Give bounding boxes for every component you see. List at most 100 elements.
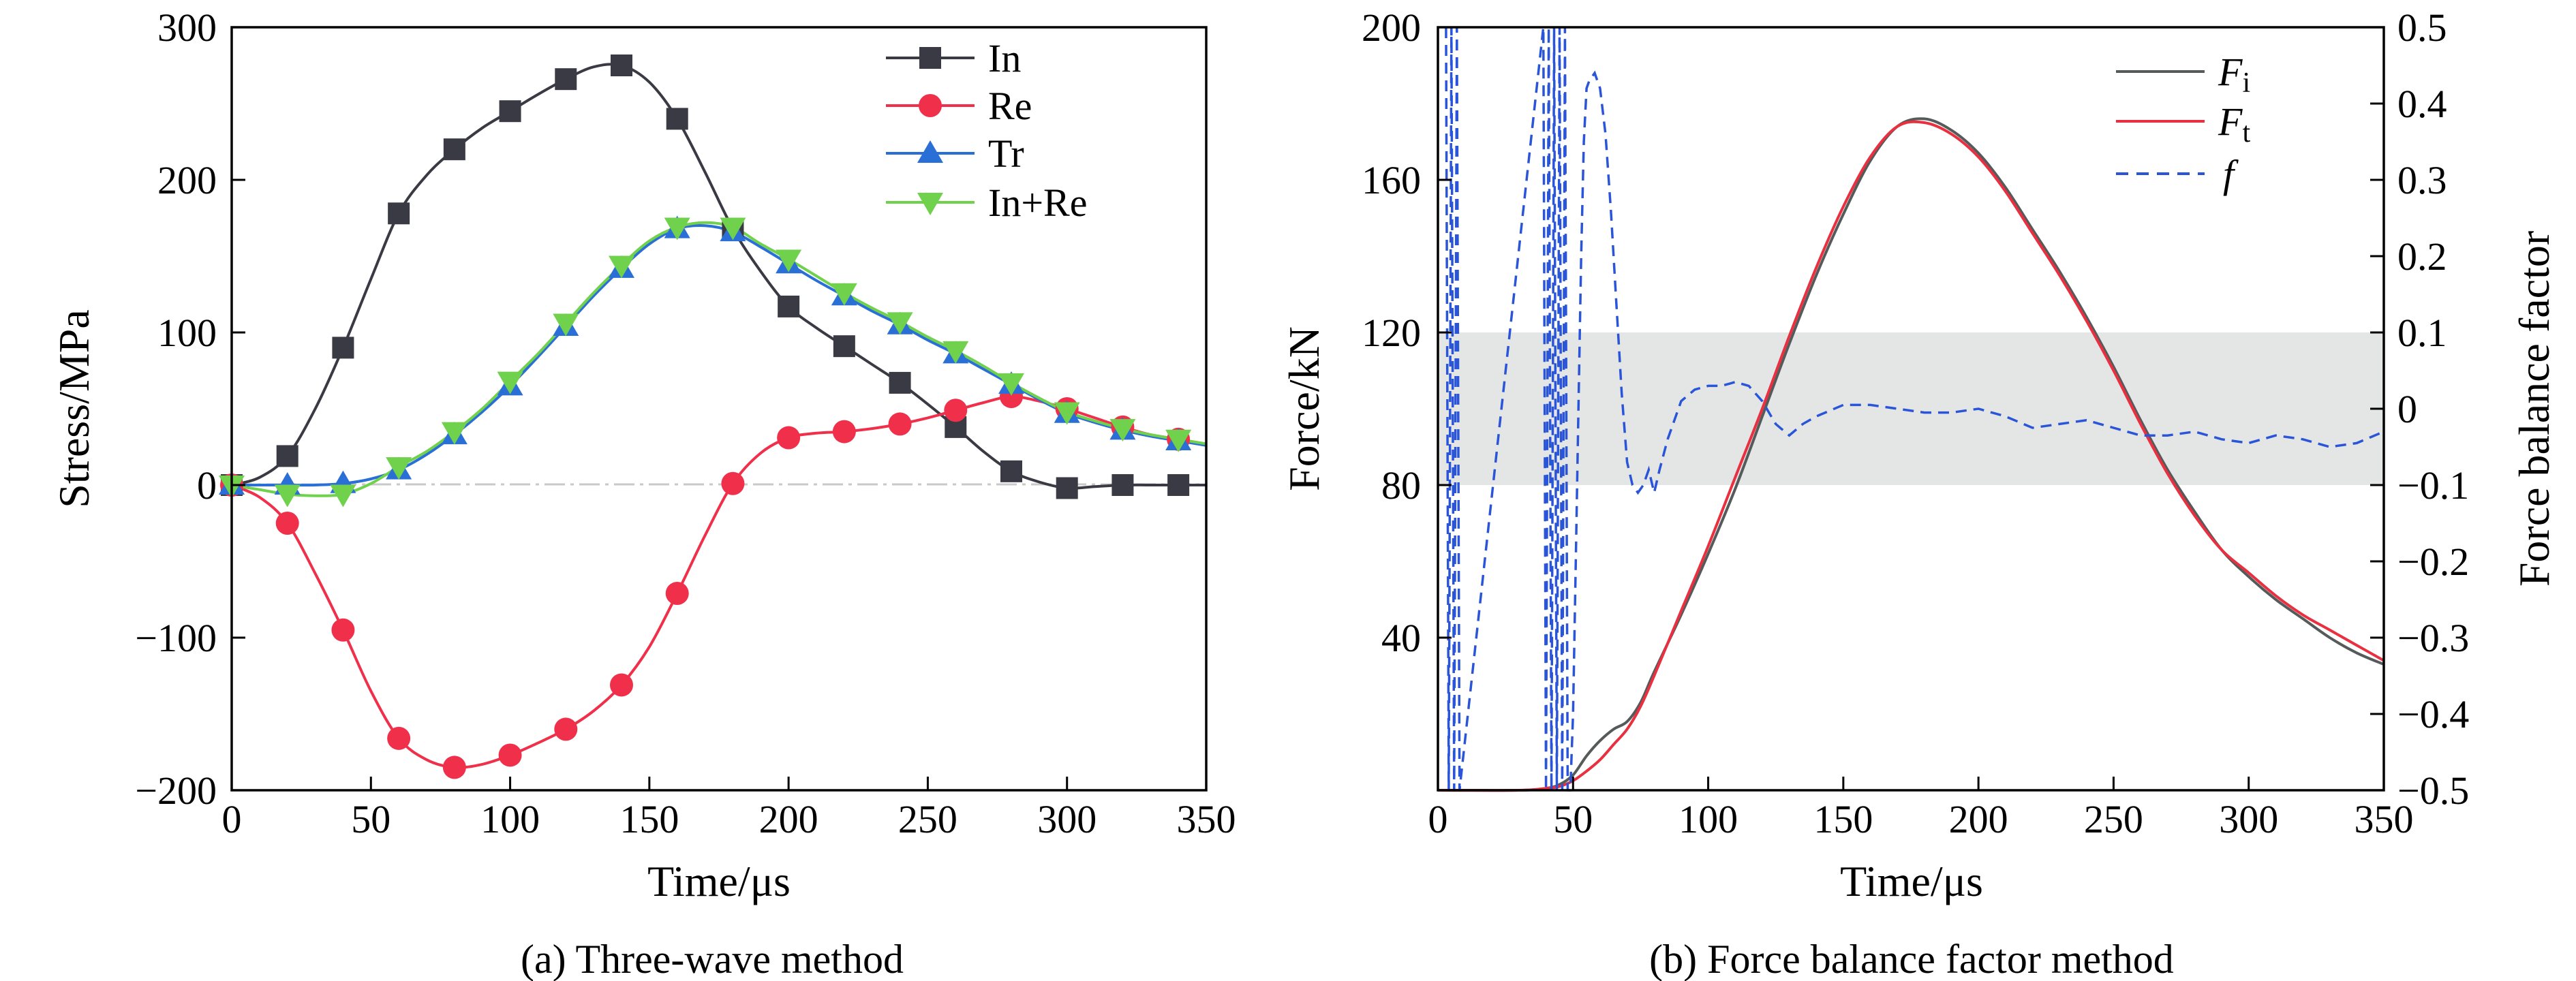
data-point-square xyxy=(889,371,911,394)
data-point-square xyxy=(555,68,577,91)
x-ticks-a: 0 50 100 150 200 250 300 350 xyxy=(222,777,1236,841)
y-tick-label: 200 xyxy=(157,158,217,202)
data-point-triangle-down xyxy=(497,371,523,394)
y-tick-label: 120 xyxy=(1362,311,1421,355)
y2-tick-label: −0.5 xyxy=(2397,768,2469,813)
data-point-circle xyxy=(387,726,411,750)
data-point-square xyxy=(778,295,800,317)
data-point-circle xyxy=(665,582,689,606)
legend-label-f: f xyxy=(2223,152,2239,196)
y-tick-label: 40 xyxy=(1381,616,1421,660)
x-axis-label-b: Time/μs xyxy=(1840,857,1983,905)
x-axis-label-a: Time/μs xyxy=(647,857,791,905)
y2-tick-label: 0.4 xyxy=(2397,82,2447,126)
data-point-square xyxy=(388,202,410,225)
data-point-triangle-down xyxy=(274,484,301,508)
y2-axis-label-b: Force balance factor xyxy=(2510,231,2558,587)
data-point-triangle-down xyxy=(831,283,857,306)
data-point-triangle-down xyxy=(1054,402,1080,425)
data-point-circle xyxy=(442,756,466,779)
data-point-circle xyxy=(721,471,745,495)
legend-label-in: In xyxy=(988,36,1021,80)
y2-tick-label: −0.1 xyxy=(2397,463,2469,508)
x-tick-label: 150 xyxy=(619,797,679,841)
x-tick-label: 350 xyxy=(1177,797,1236,841)
y-tick-label: 300 xyxy=(157,5,217,50)
x-tick-label: 100 xyxy=(1678,797,1738,841)
data-point-square xyxy=(1000,460,1022,482)
data-point-circle xyxy=(331,618,355,642)
y2-tick-label: 0.5 xyxy=(2397,5,2447,50)
y-axis-label-a: Stress/MPa xyxy=(50,309,98,508)
y2-tick-label: 0 xyxy=(2397,387,2417,431)
y-tick-label: 160 xyxy=(1362,158,1421,202)
x-tick-label: 0 xyxy=(222,797,242,841)
balance-band xyxy=(1438,332,2384,485)
legend-label-ft: Ft xyxy=(2218,99,2250,149)
data-point-triangle-down xyxy=(887,312,913,335)
panel-caption-a: (a) Three-wave method xyxy=(521,937,904,981)
data-point-circle xyxy=(554,717,578,741)
x-tick-label: 0 xyxy=(1428,797,1448,841)
legend-item-in: In xyxy=(886,36,1021,80)
series-line-f xyxy=(1445,27,2385,792)
series-line-in xyxy=(231,63,1206,490)
legend-item-f: f xyxy=(2116,152,2239,196)
chart-panel-b: 0 50 100 150 200 250 300 350 40 80 120 160 200 −0.5… xyxy=(1280,5,2558,981)
legend-marker-triangle-down xyxy=(917,193,943,215)
legend-b: Fi Ft f xyxy=(2116,50,2250,196)
x-tick-label: 200 xyxy=(759,797,818,841)
legend-a: In Re Tr In+Re xyxy=(886,36,1087,225)
y-ticks-a: −200 −100 0 100 200 300 xyxy=(135,5,245,813)
x-tick-label: 50 xyxy=(1553,797,1593,841)
data-point-triangle-down xyxy=(609,255,634,279)
series-curves-b xyxy=(1437,27,2385,792)
y-tick-label: −100 xyxy=(135,616,217,660)
data-point-circle xyxy=(944,399,968,422)
chart-panel-a: 0 50 100 150 200 250 300 350 −200 −100 0 100 200 300… xyxy=(50,5,1236,981)
y2-tick-label: −0.4 xyxy=(2397,692,2469,736)
legend-marker-triangle-up xyxy=(917,140,943,163)
series-markers-a xyxy=(219,54,1192,779)
data-point-triangle-down xyxy=(1165,429,1192,452)
data-point-square xyxy=(666,108,688,130)
legend-item-fi: Fi xyxy=(2116,50,2250,99)
x-tick-label: 350 xyxy=(2355,797,2414,841)
data-point-triangle-down xyxy=(664,217,690,240)
data-point-square xyxy=(611,54,632,76)
series-line-re xyxy=(231,395,1207,769)
data-point-circle xyxy=(832,420,856,443)
legend-marker-circle xyxy=(919,94,942,117)
data-point-triangle-down xyxy=(330,484,356,508)
x-tick-label: 250 xyxy=(898,797,957,841)
y2-tick-label: 0.2 xyxy=(2397,234,2447,279)
legend-item-in-re: In+Re xyxy=(886,181,1087,225)
series-line-Ft xyxy=(1437,120,2385,792)
legend-marker-square xyxy=(919,47,941,69)
data-point-square xyxy=(276,445,298,467)
y2-ticks-b: −0.5 −0.4 −0.3 −0.2 −0.1 0 0.1 0.2 0.3 0.4 0.5 xyxy=(2370,5,2469,813)
data-point-triangle-down xyxy=(553,313,579,337)
legend-item-ft: Ft xyxy=(2116,99,2250,149)
x-tick-label: 100 xyxy=(480,797,540,841)
data-point-circle xyxy=(610,673,633,697)
panel-caption-b: (b) Force balance factor method xyxy=(1649,937,2174,981)
y-tick-label: 80 xyxy=(1381,463,1421,508)
x-tick-label: 250 xyxy=(2084,797,2143,841)
data-point-square xyxy=(833,335,855,358)
y2-tick-label: 0.3 xyxy=(2397,158,2447,202)
y-tick-label: 0 xyxy=(197,463,217,508)
data-point-triangle-down xyxy=(441,422,467,445)
x-tick-label: 300 xyxy=(1037,797,1097,841)
data-point-square xyxy=(332,337,354,359)
y2-tick-label: −0.3 xyxy=(2397,616,2469,660)
plot-frame-a xyxy=(230,26,1208,792)
x-ticks-b: 0 50 100 150 200 250 300 350 xyxy=(1428,777,2414,841)
legend-label-in-re: In+Re xyxy=(988,181,1087,225)
data-point-square xyxy=(1111,474,1134,496)
y2-tick-label: −0.2 xyxy=(2397,540,2469,584)
data-point-triangle-down xyxy=(776,249,802,272)
data-point-square xyxy=(1167,474,1190,496)
data-point-circle xyxy=(777,426,801,450)
